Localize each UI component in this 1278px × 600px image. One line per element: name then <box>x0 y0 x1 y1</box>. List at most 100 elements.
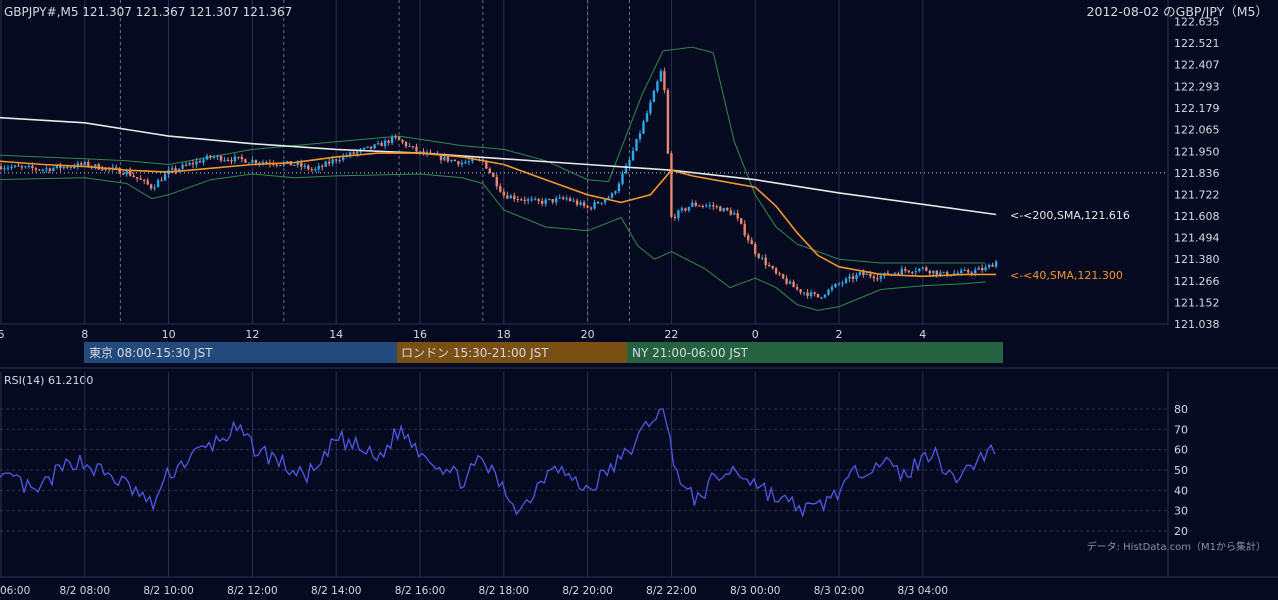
candle-body <box>932 270 935 274</box>
candle-body <box>170 168 174 170</box>
price-tick-label: 121.608 <box>1174 210 1220 223</box>
candle-body <box>450 159 453 162</box>
candle-body <box>261 162 265 164</box>
candle-body <box>649 102 652 114</box>
candle-body <box>485 160 488 169</box>
candle-body <box>656 81 659 91</box>
candle-body <box>310 169 313 171</box>
candle-body <box>981 268 984 271</box>
candle-body <box>160 180 163 182</box>
candle-body <box>624 165 628 174</box>
candle-body <box>523 199 526 201</box>
candle-body <box>188 163 191 166</box>
candle-body <box>230 160 233 162</box>
hour-tick-label: 18 <box>497 328 511 341</box>
candle-body <box>694 202 697 206</box>
candle-body <box>865 273 869 275</box>
candle-body <box>20 166 24 168</box>
candle-body <box>401 140 404 142</box>
hour-tick-label: 14 <box>329 328 343 341</box>
candle-body <box>247 162 251 164</box>
candle-body <box>834 284 837 287</box>
time-tick-label: 8/2 08:00 <box>60 585 111 597</box>
candle-body <box>415 146 418 152</box>
time-tick-label: 8/2 14:00 <box>311 585 362 597</box>
candle-body <box>156 180 160 188</box>
candle-body <box>530 199 533 201</box>
candle-body <box>118 167 121 174</box>
candle-body <box>362 147 366 150</box>
candle-body <box>10 166 13 168</box>
chart-title: 2012-08-02 のGBP/JPY（M5） <box>1087 4 1268 19</box>
candle-body <box>198 161 202 163</box>
candle-body <box>907 270 910 272</box>
candle-body <box>872 276 876 279</box>
candle-body <box>41 169 45 171</box>
candle-body <box>942 271 945 273</box>
candle-body <box>338 160 341 161</box>
candle-body <box>443 156 446 161</box>
candle-body <box>101 169 104 171</box>
candle-body <box>331 159 334 164</box>
candle-body <box>59 165 62 169</box>
candle-body <box>352 152 355 154</box>
candle-body <box>6 167 10 169</box>
candle-body <box>205 155 209 160</box>
candle-body <box>967 270 970 273</box>
data-source: データ: HistData.com（M1から集計） <box>1087 540 1266 553</box>
candle-body <box>562 197 565 199</box>
candle-body <box>761 257 764 259</box>
candle-body <box>520 199 523 201</box>
candle-body <box>680 208 684 211</box>
candle-body <box>219 156 223 161</box>
price-tick-label: 122.407 <box>1174 59 1220 72</box>
candle-body <box>369 146 373 149</box>
candle-body <box>314 169 317 171</box>
candle-body <box>457 161 460 165</box>
candle-body <box>226 159 230 161</box>
hour-tick-label: 20 <box>581 328 595 341</box>
bb-upper-band <box>0 46 986 264</box>
candle-body <box>928 270 931 274</box>
candle-body <box>380 143 383 147</box>
price-tick-label: 121.152 <box>1174 296 1220 309</box>
candle-body <box>635 139 638 151</box>
candle-body <box>869 273 872 277</box>
session-london <box>397 342 627 363</box>
candle-body <box>394 136 397 138</box>
candle-body <box>911 272 914 273</box>
candle-body <box>146 180 149 185</box>
time-tick-label: 8/2 18:00 <box>479 585 530 597</box>
candle-body <box>132 175 135 177</box>
candle-body <box>994 261 998 267</box>
candle-body <box>534 199 537 201</box>
candle-body <box>774 268 778 274</box>
candle-body <box>499 186 502 192</box>
candle-body <box>464 162 467 164</box>
time-tick-label: 8/2 10:00 <box>143 585 194 597</box>
candle-body <box>76 163 79 168</box>
candle-body <box>223 159 226 161</box>
candle-body <box>736 213 739 219</box>
candle-body <box>516 199 519 200</box>
candle-body <box>754 244 757 254</box>
price-tick-label: 121.722 <box>1174 188 1220 201</box>
candle-body <box>897 273 900 275</box>
rsi-series-line <box>0 408 996 518</box>
candle-body <box>575 200 579 205</box>
candle-body <box>750 240 753 245</box>
candle-body <box>781 274 785 279</box>
candle-body <box>317 166 320 170</box>
candle-body <box>666 90 670 154</box>
candle-body <box>115 167 118 169</box>
candle-body <box>652 90 656 103</box>
candle-body <box>446 156 450 162</box>
candle-body <box>677 210 680 218</box>
price-tick-label: 121.380 <box>1174 253 1220 266</box>
candle-body <box>153 187 156 189</box>
candle-body <box>844 278 848 283</box>
candle-body <box>733 213 736 215</box>
candle-body <box>275 164 278 166</box>
candle-body <box>589 207 593 209</box>
